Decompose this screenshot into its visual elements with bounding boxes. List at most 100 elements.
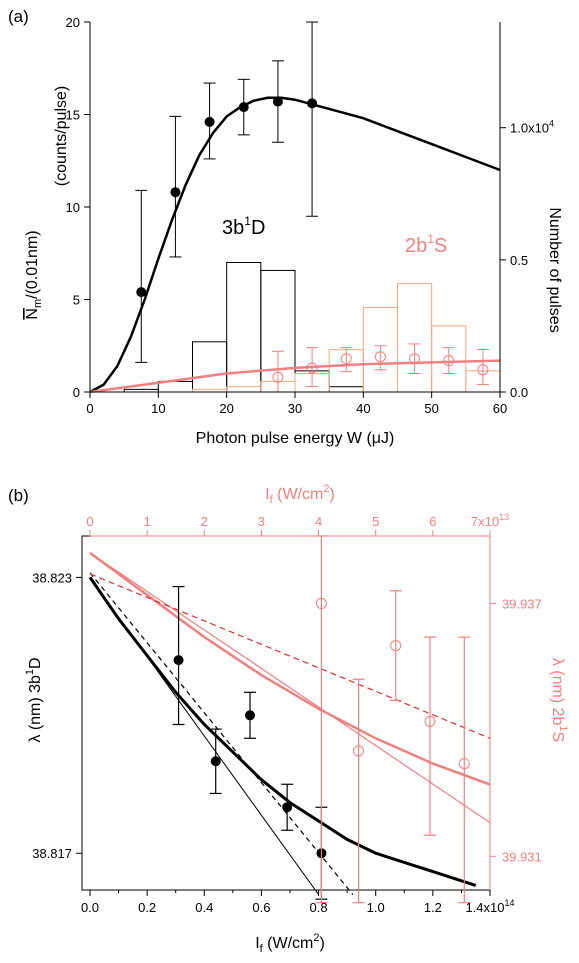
series-4-point [340,353,352,365]
panel-b-label: (b) [8,486,29,505]
top-tick-label: 3 [258,514,265,529]
top-tick-label: 4 [315,514,322,529]
series-4-point [458,758,470,770]
x-tick-label: 30 [288,401,302,416]
right-tick-label: 0.5 [510,253,528,268]
series-0-point [245,710,255,721]
tick-layer: 0 10 20 30 40 50 60 0 5 10 15 20 0.0 0.5 1.0x104 [66,15,555,416]
x-axis-title: Photon pulse energy W (μJ) [196,430,395,447]
series-0-point [204,116,215,127]
histogram-bar [192,341,228,393]
series-6-curve [89,552,491,824]
x-tick-label: 20 [219,401,233,416]
y-tick-label: 20 [66,15,80,30]
x-tick-label-text: 0.0 [81,900,99,915]
y-tick-label-text: 5 [73,293,80,308]
series-4-point [443,355,455,367]
y-axis-subscript: m [32,299,44,308]
x-tick-label: 0.0 [81,900,99,915]
series-0-point [307,98,318,109]
series-4-point [409,353,421,365]
x-tick-label-text: 1.2 [424,900,442,915]
panel-a-label: (a) [8,7,29,26]
y-tick-label-text: 15 [66,108,80,123]
x-tick-label-text: 50 [424,401,438,416]
annotation-3b1d: 3b1D [222,214,265,239]
x-tick-label: 0.4 [195,900,213,915]
y-tick-label-text: 10 [66,200,80,215]
x-tick-label-text: 30 [288,401,302,416]
bottom-axis-title: If (W/cm2) [255,932,325,955]
series-0-point [282,802,293,813]
y-tick-label: 15 [66,108,80,123]
y-tick-label: 5 [73,293,80,308]
series-0-point [210,756,221,767]
top-tick-label: 1 [144,514,151,529]
series-layer [89,21,501,394]
x-tick-label: 1.4x1014 [465,898,514,915]
series-0-point [238,102,249,113]
y-tick-label-text: 38.817 [32,846,72,861]
right-tick-label-text: 39.937 [502,596,542,611]
x-tick-label: 0.8 [310,900,328,915]
series-7-curve [89,573,491,739]
panel-b: (b) 0.0 0.2 0.4 0.6 0.8 1.0 1.2 1.4x1014 0 1 2 3 4 5 6… [8,483,569,955]
y-tick-label-text: 20 [66,15,80,30]
left-axis-title: λ (nm) 3b1D [24,657,44,742]
right-axis-title: λ (nm) 2b1S [549,658,569,742]
series-layer [88,535,491,904]
x-tick-label-text: 1.0 [367,900,385,915]
top-tick-label-text: 2 [201,514,208,529]
x-tick-label-text: 1.4x10 [465,900,504,915]
top-tick-label: 6 [429,514,436,529]
top-axis-title: If (W/cm2) [265,483,335,506]
histogram-bar [328,386,364,393]
series-4-point [374,351,386,363]
top-tick-label: 0 [86,514,93,529]
top-tick-label-sup: 13 [499,512,509,522]
x-tick-label-text: 40 [356,401,370,416]
x-tick-label: 1.0 [367,900,385,915]
x-tick-label: 10 [151,401,165,416]
series-5-curve [89,551,491,786]
y-tick-label-text: 38.823 [32,570,72,585]
svg-text:Nm/(0.01nm): Nm/(0.01nm) [24,230,44,319]
right-tick-label-sup: 4 [549,119,554,129]
annotation-2b1s: 2b1S [405,232,447,257]
series-0-point [272,96,283,107]
x-tick-label-text: 0.2 [138,900,156,915]
y-axis-symbol: N [24,308,41,320]
x-tick-label-text: 0.8 [310,900,328,915]
panel-a: (a) 0 10 20 30 40 50 60 0 5 10 15 20 0.0 0.5 1.0x104 P… [8,7,563,447]
x-tick-label: 0 [86,401,93,416]
series-4-point [306,362,318,374]
x-tick-label-text: 0.6 [252,900,270,915]
series-0-point [173,655,184,666]
tick-layer: 0.0 0.2 0.4 0.6 0.8 1.0 1.2 1.4x1014 0 1 2 3 4 5 6 7x10… [32,512,542,915]
x-tick-label-text: 0.4 [195,900,213,915]
top-tick-label: 7x1013 [471,512,509,529]
top-tick-label-text: 4 [315,514,322,529]
series-4-point [272,371,284,383]
series-4-point [315,597,327,609]
x-tick-label-sup: 14 [505,898,515,908]
y-tick-label: 38.823 [32,570,72,585]
right-tick-label-text: 0.0 [510,385,528,400]
x-tick-label: 50 [424,401,438,416]
series-2-curve [89,577,320,895]
x-tick-label: 0.6 [252,900,270,915]
top-tick-label-text: 5 [372,514,379,529]
top-tick-label-text: 3 [258,514,265,529]
series-4-point [390,640,402,652]
x-tick-label: 60 [493,401,507,416]
y-axis-title: Nm/(0.01nm) [24,230,44,319]
top-tick-label: 5 [372,514,379,529]
y-axis-unit: (counts/pulse) [53,86,70,187]
right-tick-label: 39.937 [502,596,542,611]
histogram-bar [397,283,433,393]
right-axis-title: Number of pulses [546,207,563,332]
x-tick-label-text: 0 [86,401,93,416]
y-tick-label-text: 0 [73,385,80,400]
series-0-point [136,287,147,298]
